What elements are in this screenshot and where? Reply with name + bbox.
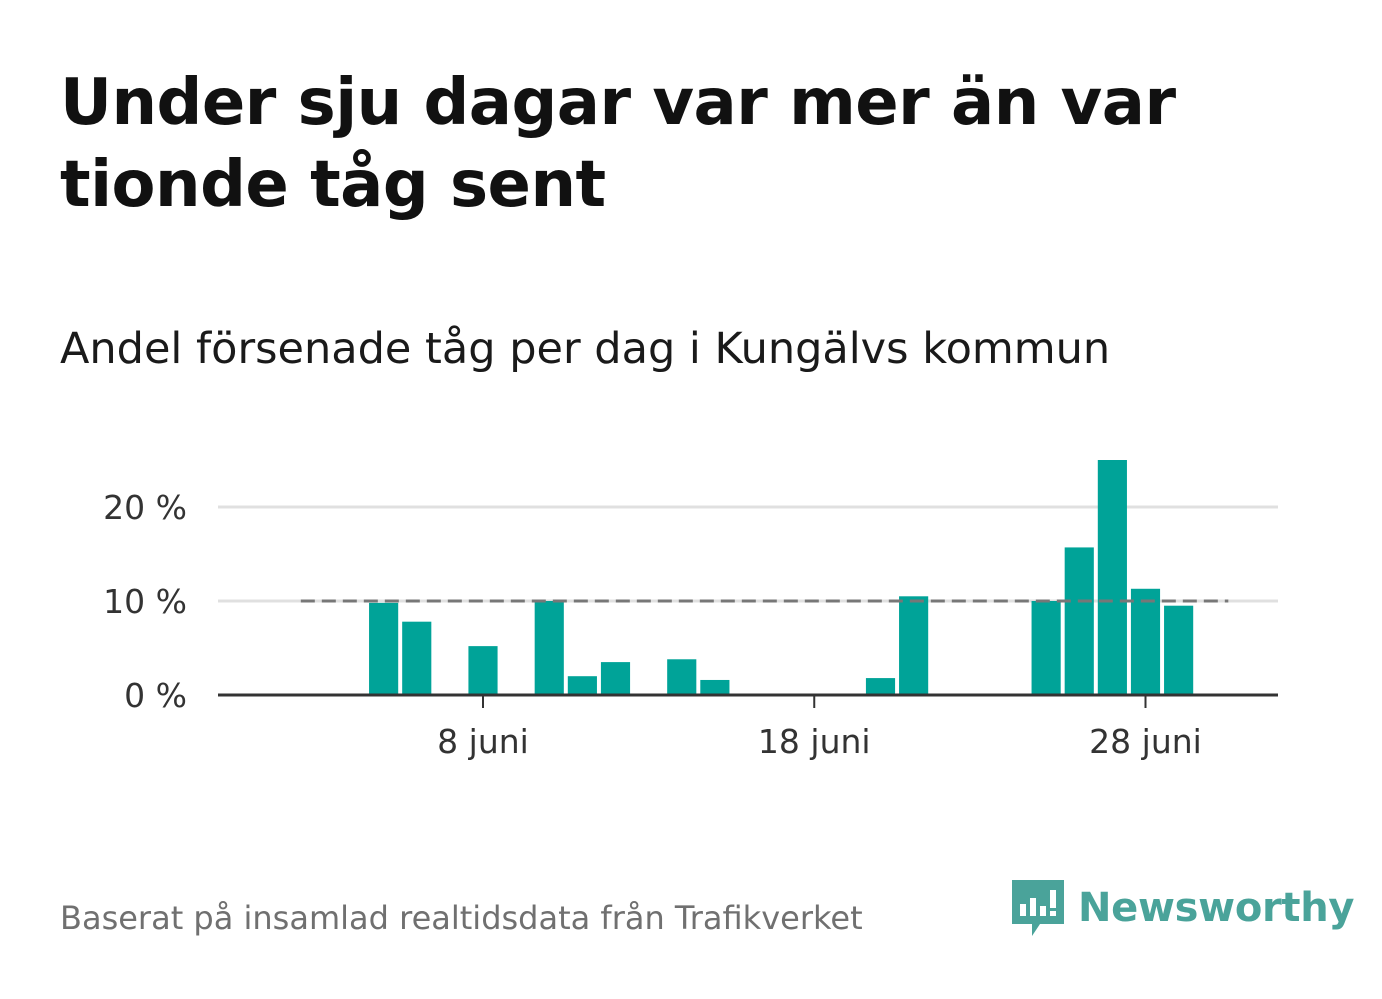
x-tick-label: 18 juni <box>758 722 871 761</box>
x-tick-label: 8 juni <box>437 722 529 761</box>
bar <box>1031 601 1061 695</box>
bar <box>865 678 896 695</box>
y-tick-label: 10 % <box>103 582 187 621</box>
bar <box>1097 460 1127 695</box>
bar <box>1164 605 1194 695</box>
chart-title: Under sju dagar var mer än var tionde tå… <box>60 66 1176 222</box>
bar <box>402 621 432 695</box>
x-tick-label: 28 juni <box>1089 722 1202 761</box>
bar <box>667 659 697 695</box>
y-tick-label: 20 % <box>103 488 187 527</box>
brand-name: Newsworthy <box>1078 885 1355 931</box>
bar <box>1064 547 1094 695</box>
newsworthy-logo-icon <box>1012 880 1064 936</box>
y-tick-label: 0 % <box>124 676 187 715</box>
bar <box>369 602 399 695</box>
bar <box>1130 588 1161 695</box>
chart-subtitle: Andel försenade tåg per dag i Kungälvs k… <box>60 324 1111 374</box>
bar <box>468 646 498 695</box>
bar <box>567 676 597 695</box>
bar-chart: 0 % 10 % 20 % 8 juni 18 juni 28 juni <box>103 460 1278 761</box>
bars <box>369 460 1194 695</box>
newsworthy-logo[interactable]: Newsworthy <box>1010 878 1355 938</box>
axes: 0 % 10 % 20 % 8 juni 18 juni 28 juni <box>103 488 1278 761</box>
bar <box>700 679 730 695</box>
bar <box>600 662 631 695</box>
bar <box>534 601 564 695</box>
bar <box>899 596 929 695</box>
source-note: Baserat på insamlad realtidsdata från Tr… <box>60 899 863 937</box>
